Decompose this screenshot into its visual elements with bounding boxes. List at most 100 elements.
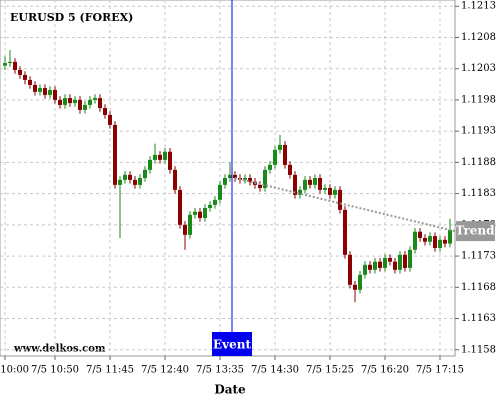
y-tick-label: 1.1188 xyxy=(461,157,496,168)
y-tick-label: 1.1168 xyxy=(461,282,496,293)
candle-body xyxy=(123,174,127,180)
y-tick-label: 1.1163 xyxy=(461,313,496,324)
x-tick-label: 7/5 17:15 xyxy=(416,365,464,376)
candle-body xyxy=(43,88,47,95)
candle-body xyxy=(173,169,177,190)
candle-body xyxy=(3,63,7,66)
candle-body xyxy=(383,257,387,268)
candle-body xyxy=(373,261,377,270)
candle-body xyxy=(293,174,297,195)
candle-body xyxy=(228,174,232,178)
candle-body xyxy=(73,99,77,104)
x-tick-label: 7/5 13:35 xyxy=(196,365,244,376)
candle-body xyxy=(333,189,337,195)
y-tick-label: 1.1158 xyxy=(461,344,496,355)
candle-body xyxy=(338,189,342,210)
candle-body xyxy=(323,187,327,190)
candle-body xyxy=(283,144,287,165)
candle-body xyxy=(343,209,347,255)
candle-body xyxy=(83,104,87,110)
candle-body xyxy=(178,189,182,225)
candle-body xyxy=(93,98,97,100)
candle-body xyxy=(418,231,422,238)
candle-body xyxy=(318,178,322,190)
trend-line xyxy=(234,177,456,233)
candle-body xyxy=(328,187,332,195)
candle-body xyxy=(353,284,357,290)
y-tick-label: 1.1208 xyxy=(461,32,496,43)
candle-body xyxy=(288,164,292,175)
candle-body xyxy=(248,178,252,182)
candle-body xyxy=(28,79,32,85)
candle-body xyxy=(308,179,312,185)
candle-body xyxy=(268,164,272,170)
candle-body xyxy=(183,224,187,235)
candle-body xyxy=(348,254,352,285)
candle-body xyxy=(113,124,117,185)
candle-body xyxy=(163,151,167,160)
candle-body xyxy=(38,88,42,92)
candle-body xyxy=(398,254,402,270)
candle-body xyxy=(448,229,452,244)
candle-body xyxy=(143,169,147,178)
candle-body xyxy=(23,74,27,80)
y-tick-label: 1.1203 xyxy=(461,63,496,74)
x-tick-label: 7/5 15:25 xyxy=(306,365,354,376)
event-label: Event xyxy=(213,338,251,352)
candle-body xyxy=(208,204,212,208)
x-tick-label: 7/5 14:30 xyxy=(251,365,299,376)
candle-body xyxy=(428,236,432,242)
candle-body xyxy=(88,99,92,105)
candle-body xyxy=(33,84,37,92)
candle-body xyxy=(423,237,427,242)
chart-title: EURUSD 5 (FOREX) xyxy=(10,11,133,24)
candle-body xyxy=(278,144,282,150)
candle-body xyxy=(263,169,267,188)
candle-body xyxy=(193,211,197,215)
candle-body xyxy=(118,179,122,185)
candle-body xyxy=(368,264,372,270)
candle-body xyxy=(393,261,397,270)
candle-body xyxy=(413,231,417,250)
y-tick-label: 1.1193 xyxy=(461,126,496,137)
candle-body xyxy=(358,274,362,290)
y-tick-label: 1.1173 xyxy=(461,251,496,262)
trend-label: Trend xyxy=(455,224,495,238)
candle-body xyxy=(63,98,67,105)
y-tick-label: 1.1198 xyxy=(461,94,496,105)
x-tick-label: 7/5 10:50 xyxy=(31,365,79,376)
plot-area xyxy=(0,0,456,357)
x-axis-label: Date xyxy=(214,383,246,397)
candle-body xyxy=(363,264,367,275)
candle-body xyxy=(233,174,237,178)
candle-body xyxy=(128,174,132,180)
x-tick-label: 7/5 16:20 xyxy=(361,365,409,376)
candle-body xyxy=(58,99,62,105)
candle-body xyxy=(218,184,222,200)
candle-body xyxy=(388,257,392,262)
candle-body xyxy=(273,149,277,165)
y-tick-label: 1.1183 xyxy=(461,188,496,199)
candle-body xyxy=(138,178,142,185)
candle-body xyxy=(188,214,192,235)
candle-body xyxy=(158,154,162,160)
candle-body xyxy=(438,239,442,248)
candle-body xyxy=(203,207,207,218)
candle-body xyxy=(68,98,72,104)
candle-body xyxy=(148,159,152,170)
candle-body xyxy=(108,114,112,125)
candle-body xyxy=(78,99,82,110)
candle-body xyxy=(8,61,12,64)
candle-body xyxy=(298,189,302,195)
candle-body xyxy=(13,61,17,70)
trend-label-box xyxy=(456,221,495,242)
candle-body xyxy=(378,261,382,268)
event-label-box xyxy=(212,332,252,356)
candle-body xyxy=(443,239,447,244)
candle-body xyxy=(403,254,407,268)
candle-body xyxy=(198,211,202,218)
x-tick-label: 7/5 10:00 xyxy=(0,365,29,376)
candle-body xyxy=(223,178,227,185)
watermark: www.delkos.com xyxy=(13,344,106,355)
